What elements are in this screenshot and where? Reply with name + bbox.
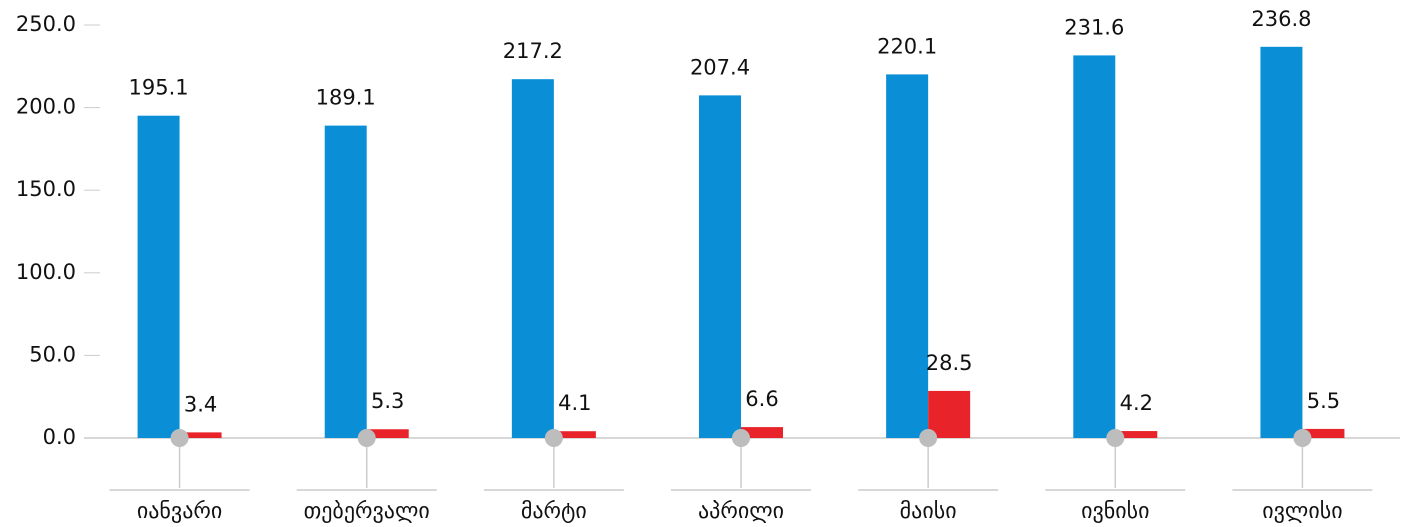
data-label: 6.6 — [745, 387, 778, 411]
bar — [928, 390, 971, 438]
marker-dot — [170, 429, 189, 447]
data-label: 189.1 — [316, 86, 376, 110]
y-tick-label: 150.0 — [16, 177, 76, 201]
bar — [511, 79, 554, 438]
data-label: 4.2 — [1120, 391, 1153, 415]
y-tick-label: 100.0 — [16, 260, 76, 284]
data-label: 28.5 — [926, 351, 973, 375]
marker-dot — [357, 429, 376, 447]
marker-dot — [544, 429, 563, 447]
data-label: 231.6 — [1064, 15, 1124, 39]
data-label: 4.1 — [558, 391, 591, 415]
data-label: 195.1 — [129, 76, 189, 100]
x-tick-label: აპრილი — [698, 499, 784, 524]
data-label: 207.4 — [690, 55, 750, 79]
y-tick-label: 250.0 — [16, 12, 76, 36]
marker-dot — [1106, 429, 1125, 447]
x-tick-label: ივლისი — [1262, 499, 1342, 524]
x-tick-label: მაისი — [900, 499, 957, 524]
bar — [1073, 55, 1116, 439]
marker-dot — [732, 429, 750, 447]
data-label: 5.3 — [371, 389, 404, 413]
data-label: 236.8 — [1251, 7, 1311, 31]
y-tick-label: 0.0 — [43, 425, 76, 449]
bar — [1302, 428, 1345, 438]
data-label: 217.2 — [503, 39, 563, 63]
y-tick-label: 50.0 — [29, 342, 76, 366]
marker-dot — [919, 429, 938, 447]
data-label: 3.4 — [184, 392, 217, 416]
bar — [324, 125, 367, 438]
y-tick-label: 200.0 — [16, 95, 76, 119]
bar — [366, 429, 409, 438]
data-label: 5.5 — [1307, 389, 1340, 413]
bar — [1115, 431, 1158, 438]
bar — [741, 427, 783, 438]
bar — [1260, 46, 1303, 439]
bar — [553, 431, 596, 438]
bar — [179, 432, 222, 438]
x-tick-label: თებერვალი — [304, 499, 430, 524]
x-tick-label: ივნისი — [1081, 499, 1149, 524]
bar — [886, 74, 929, 438]
data-label: 220.1 — [877, 34, 937, 58]
bar — [699, 95, 741, 439]
x-tick-label: მარტი — [521, 499, 587, 524]
x-tick-label: იანვარი — [137, 499, 222, 524]
bar — [137, 115, 180, 439]
marker-dot — [1293, 429, 1312, 447]
